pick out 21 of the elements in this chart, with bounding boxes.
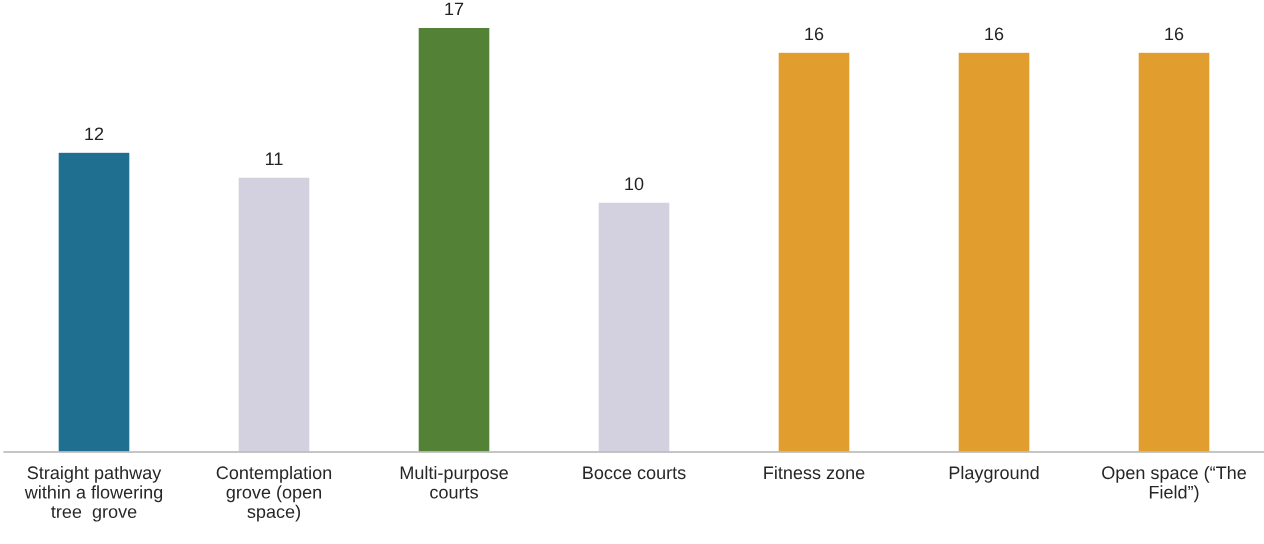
x-tick-label: Multi-purpose courts [400,465,508,499]
x-tick-label: Contemplation grove (open space) [216,465,332,522]
bar [1137,51,1211,452]
x-tick-label: Bocce courts [583,466,686,480]
data-label: 12 [85,127,104,141]
bar [777,51,851,452]
x-tick-label: Fitness zone [764,465,865,480]
x-tick-label: Open space (“The Field”) [1102,465,1246,503]
data-label: 10 [625,177,644,191]
data-label: 16 [985,27,1004,41]
bar [417,26,491,452]
data-label: 17 [445,2,464,16]
bar [597,201,671,452]
bar [957,51,1031,452]
data-label: 16 [805,27,824,41]
bar [237,176,311,452]
data-label: 11 [266,152,283,166]
data-label: 16 [1165,27,1184,41]
x-tick-label: Straight pathway within a flowering tree grove [24,465,163,522]
bar [57,151,131,452]
x-tick-label: Playground [949,465,1039,483]
